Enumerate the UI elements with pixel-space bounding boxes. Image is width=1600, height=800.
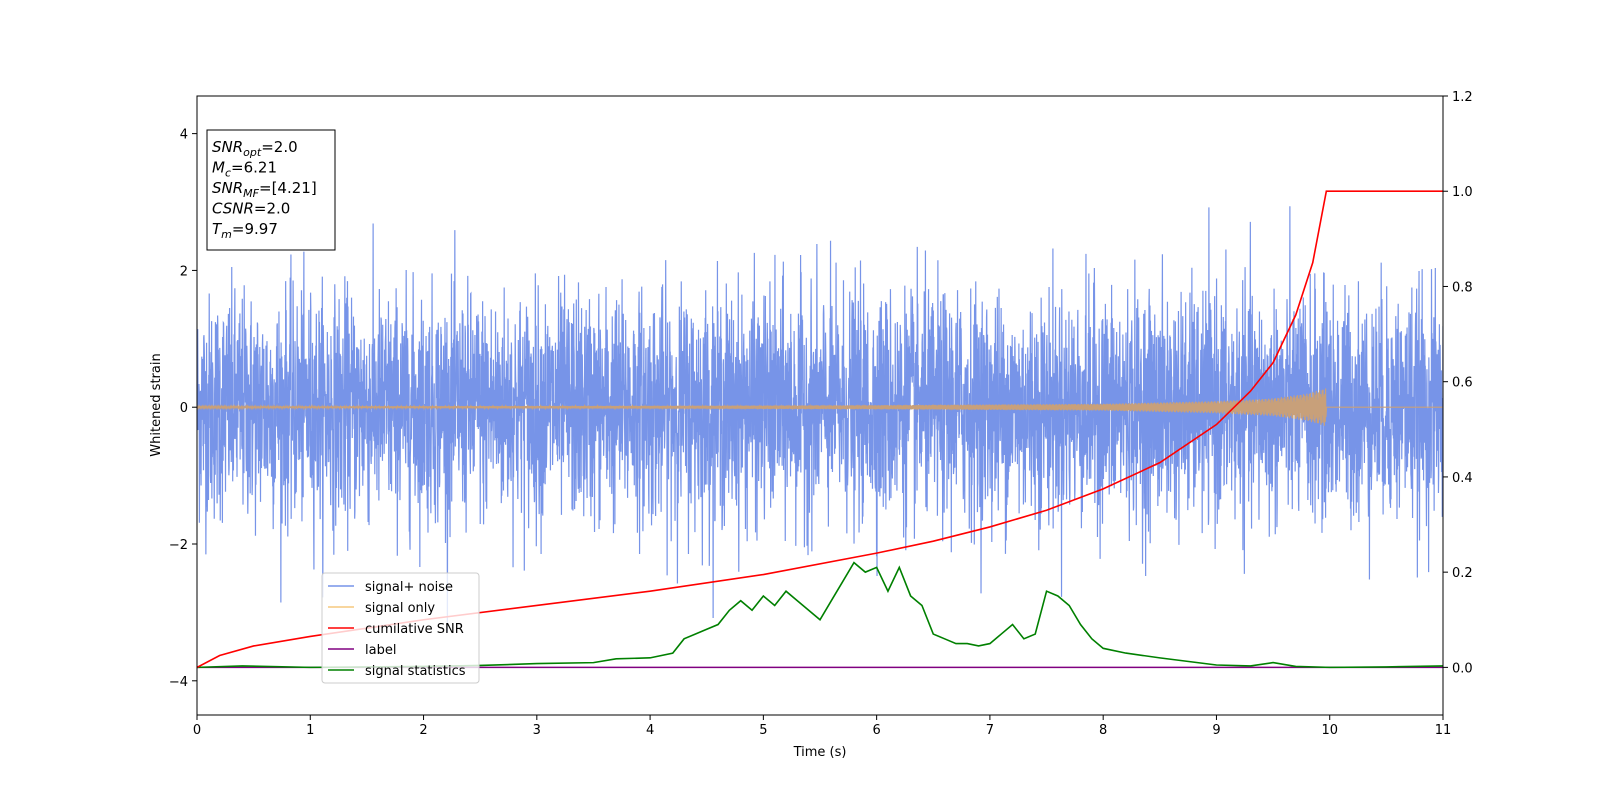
series-signal-only-line: [197, 388, 1443, 426]
y-axis-right: 1.2 1.0 0.8 0.6 0.4 0.2 0.0: [1443, 90, 1473, 676]
annotation-value: =6.21: [231, 159, 277, 177]
annotation-subscript: c: [225, 167, 231, 180]
annotation-line: CSNR=2.0: [212, 200, 290, 218]
y-right-tick-label: 1.0: [1452, 185, 1473, 200]
annotation-symbol: SNR: [212, 179, 243, 197]
annotation-subscript: m: [221, 228, 232, 241]
x-tick-label: 6: [872, 723, 880, 738]
y-right-tick-label: 1.2: [1452, 90, 1473, 105]
legend-label: label: [365, 643, 396, 658]
x-tick-label: 5: [759, 723, 767, 738]
y-left-tick-label: 2: [180, 264, 188, 279]
annotation-value: =2.0: [261, 138, 297, 156]
annotation-subscript: MF: [243, 187, 259, 200]
y-left-tick-label: 4: [180, 128, 188, 143]
x-tick-label: 3: [533, 723, 541, 738]
annotation-symbol: M: [212, 159, 225, 177]
annotation-line: SNRopt=2.0: [212, 138, 298, 159]
y-left-tick-label: 0: [180, 401, 188, 416]
y-left-tick-label: −2: [169, 538, 188, 553]
annotation-line: Mc=6.21: [212, 159, 277, 180]
annotation-value: =2.0: [254, 200, 290, 218]
y-axis-left: 4 2 0 −2 −4: [169, 128, 197, 690]
series-signal-noise-line: [197, 206, 1443, 633]
x-tick-label: 1: [306, 723, 314, 738]
x-tick-label: 11: [1435, 723, 1452, 738]
annotation-box: SNRopt=2.0Mc=6.21SNRMF=[4.21]CSNR=2.0Tm=…: [206, 129, 336, 251]
y-right-tick-label: 0.0: [1452, 661, 1473, 676]
annotation-line: Tm=9.97: [212, 220, 278, 241]
x-tick-label: 4: [646, 723, 654, 738]
legend-label: signal statistics: [365, 664, 466, 679]
annotation-symbol: SNR: [212, 138, 243, 156]
annotation-subscript: opt: [243, 146, 262, 159]
x-tick-label: 7: [986, 723, 994, 738]
legend-frame: [321, 572, 480, 684]
x-tick-label: 10: [1321, 723, 1338, 738]
x-tick-label: 9: [1212, 723, 1220, 738]
legend-label: cumilative SNR: [365, 622, 464, 637]
y-right-tick-label: 0.2: [1452, 566, 1473, 581]
x-tick-label: 8: [1099, 723, 1107, 738]
y-right-tick-label: 0.6: [1452, 376, 1473, 391]
annotation-value: =9.97: [232, 220, 278, 238]
series-signal-statistics-line: [197, 561, 1443, 669]
y-left-tick-label: −4: [169, 675, 188, 690]
legend-label: signal+ noise: [365, 580, 453, 595]
annotation-line: SNRMF=[4.21]: [212, 179, 317, 200]
x-tick-label: 0: [193, 723, 201, 738]
x-tick-label: 2: [419, 723, 427, 738]
y-right-tick-label: 0.4: [1452, 471, 1473, 486]
annotation-value: =[4.21]: [259, 179, 317, 197]
y-axis-label: Whitened strain: [149, 353, 164, 456]
x-axis: 0 1 2 3 4 5 6 7 8 9 10 11: [193, 715, 1451, 738]
x-axis-label: Time (s): [793, 745, 847, 760]
legend-label: signal only: [365, 601, 435, 616]
annotation-frame: [206, 129, 336, 251]
legend: signal+ noise signal only cumilative SNR la…: [321, 572, 480, 684]
plot-frame: [196, 95, 1444, 716]
annotation-symbol: CSNR: [212, 200, 254, 218]
y-right-tick-label: 0.8: [1452, 280, 1473, 295]
annotation-symbol: T: [212, 220, 223, 238]
